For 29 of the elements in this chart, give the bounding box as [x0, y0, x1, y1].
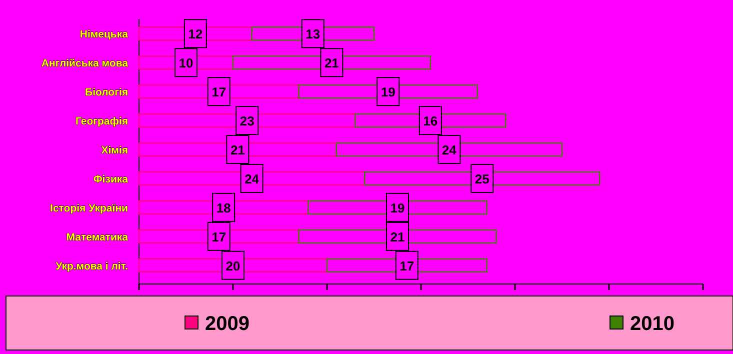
- y-tick-label: Математика: [66, 231, 128, 244]
- data-label: 21: [390, 229, 405, 244]
- y-tick-label: Географія: [75, 116, 128, 128]
- y-tick-label: Історія України: [50, 202, 128, 214]
- legend-label: 2009: [205, 313, 250, 335]
- data-label: 20: [226, 258, 240, 274]
- data-label: 17: [400, 258, 414, 274]
- data-label: 21: [324, 56, 339, 71]
- y-tick-label: Укр.мова і літ.: [56, 260, 128, 272]
- data-label: 25: [474, 171, 490, 186]
- y-tick-label: Фізика: [93, 173, 128, 186]
- legend-label: 2010: [630, 313, 674, 335]
- data-label: 12: [188, 26, 203, 42]
- data-label: 23: [240, 114, 254, 129]
- data-label: 24: [442, 142, 458, 158]
- y-tick-label: Хімія: [101, 144, 128, 156]
- y-tick-label: Біологія: [85, 86, 128, 99]
- data-label: 18: [216, 200, 231, 216]
- data-label: 16: [423, 114, 438, 129]
- data-label: 13: [306, 26, 320, 42]
- y-tick-label: Німецька: [80, 28, 128, 41]
- data-label: 17: [212, 84, 226, 100]
- data-label: 17: [212, 229, 226, 244]
- data-label: 10: [178, 56, 194, 71]
- y-tick-label: Англійська мова: [41, 58, 128, 70]
- data-label: 19: [390, 200, 405, 216]
- data-label: 21: [230, 142, 245, 158]
- data-label: 19: [380, 84, 396, 100]
- data-label: 24: [244, 171, 260, 186]
